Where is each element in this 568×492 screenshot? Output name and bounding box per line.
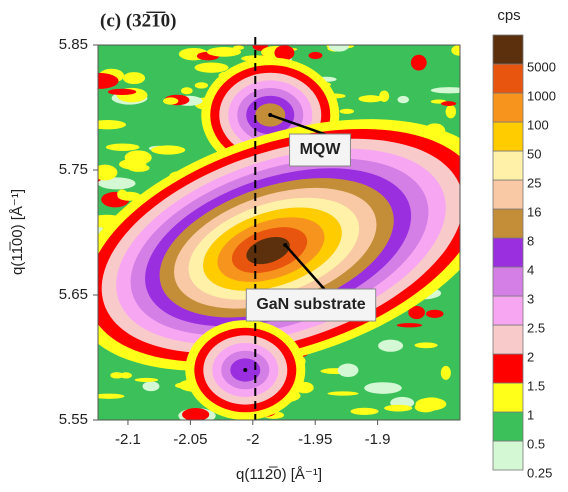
noise-patch — [337, 363, 359, 378]
noise-patch — [441, 101, 457, 106]
noise-patch — [384, 404, 413, 412]
colorbar-swatch — [492, 382, 524, 413]
noise-patch — [162, 97, 179, 105]
noise-patch — [397, 95, 409, 104]
colorbar-label: 1.5 — [527, 378, 545, 393]
colorbar-swatch — [492, 121, 524, 152]
noise-patch — [98, 164, 118, 181]
colorbar-swatch — [492, 208, 524, 239]
colorbar-label: 2.5 — [527, 320, 545, 335]
noise-patch — [274, 45, 295, 61]
noise-patch — [233, 45, 245, 50]
colorbar-swatch — [492, 237, 524, 268]
x-tick-label: -2 — [246, 431, 259, 448]
noise-patch — [327, 391, 359, 396]
colorbar-swatch — [492, 353, 524, 384]
colorbar-label: 0.5 — [527, 436, 545, 451]
colorbar-label: 8 — [527, 233, 534, 248]
colorbar-label: 3 — [527, 291, 534, 306]
colorbar-title: cps — [497, 7, 520, 24]
colorbar-label: 1000 — [527, 88, 556, 103]
x-tick-label: -2.1 — [115, 431, 141, 448]
annotation-box — [289, 133, 351, 167]
noise-patch — [194, 62, 229, 73]
noise-patch — [98, 120, 127, 130]
noise-patch — [98, 73, 119, 89]
noise-patch — [445, 104, 457, 119]
noise-patch — [408, 305, 425, 320]
colorbar-swatch — [492, 92, 524, 123]
x-axis-label: q(112̅0) [Å⁻¹] — [236, 466, 322, 483]
noise-patch — [415, 397, 447, 411]
noise-patch — [117, 189, 128, 199]
noise-patch — [414, 342, 438, 349]
noise-patch — [358, 95, 383, 103]
x-tick-label: -1.9 — [365, 431, 391, 448]
noise-patch — [142, 381, 160, 392]
peak-center — [243, 368, 248, 372]
noise-patch — [98, 393, 125, 399]
noise-patch — [119, 372, 132, 379]
noise-patch — [206, 46, 242, 57]
plot-area — [98, 45, 460, 420]
colorbar-label: 100 — [527, 117, 549, 132]
y-tick-label: 5.65 — [59, 286, 88, 303]
noise-patch — [328, 45, 349, 52]
colorbar-label: 0.25 — [527, 465, 552, 480]
colorbar-swatch — [492, 266, 524, 297]
noise-patch — [364, 382, 402, 394]
colorbar-label: 1 — [527, 407, 534, 422]
noise-patch — [181, 87, 193, 95]
noise-patch — [134, 377, 159, 382]
annotation-box — [245, 288, 377, 322]
noise-patch — [350, 407, 379, 415]
noise-patch — [98, 177, 136, 190]
noise-patch — [194, 82, 209, 89]
noise-patch — [182, 408, 210, 420]
noise-patch — [339, 108, 355, 114]
colorbar-swatch — [492, 179, 524, 210]
annotation-arrow — [269, 113, 331, 138]
noise-patch — [105, 143, 140, 151]
noise-patch — [396, 323, 423, 328]
annotation-arrow — [284, 244, 327, 292]
x-tick-label: -2.05 — [173, 431, 207, 448]
x-tick-label: -1.95 — [298, 431, 332, 448]
noise-patch — [410, 54, 427, 71]
noise-patch — [110, 372, 124, 379]
annotation-label: MQW — [300, 141, 342, 158]
colorbar-swatch — [492, 63, 524, 94]
noise-patch — [451, 45, 460, 56]
colorbar-label: 5000 — [527, 59, 556, 74]
y-tick-label: 5.85 — [59, 36, 88, 53]
noise-patch — [122, 72, 146, 85]
y-axis-label: q(11̅00) [Å⁻¹] — [9, 189, 26, 275]
noise-patch — [151, 145, 186, 155]
colorbar-label: 16 — [527, 204, 541, 219]
colorbar-swatch — [492, 150, 524, 181]
y-tick-label: 5.55 — [59, 411, 88, 428]
plot-frame — [97, 44, 461, 421]
colorbar-swatch — [492, 324, 524, 355]
colorbar-label: 50 — [527, 146, 541, 161]
colorbar-swatch — [492, 440, 524, 471]
contour-level — [246, 236, 290, 265]
noise-patch — [440, 365, 451, 380]
colorbar-label: 25 — [527, 175, 541, 190]
noise-patch — [124, 150, 152, 165]
colorbar-swatch — [492, 295, 524, 326]
colorbar-label: 4 — [527, 262, 534, 277]
y-tick-label: 5.75 — [59, 161, 88, 178]
noise-patch — [378, 339, 404, 352]
noise-patch — [426, 309, 444, 319]
noise-patch — [308, 51, 323, 60]
colorbar-label: 2 — [527, 349, 534, 364]
colorbar-swatch — [492, 411, 524, 442]
noise-patch — [430, 87, 460, 94]
colorbar-swatch — [492, 34, 524, 65]
chart-title: (c) (32̅1̅0) — [100, 10, 177, 31]
noise-patch — [107, 88, 137, 96]
annotation-label: GaN substrate — [256, 296, 365, 313]
